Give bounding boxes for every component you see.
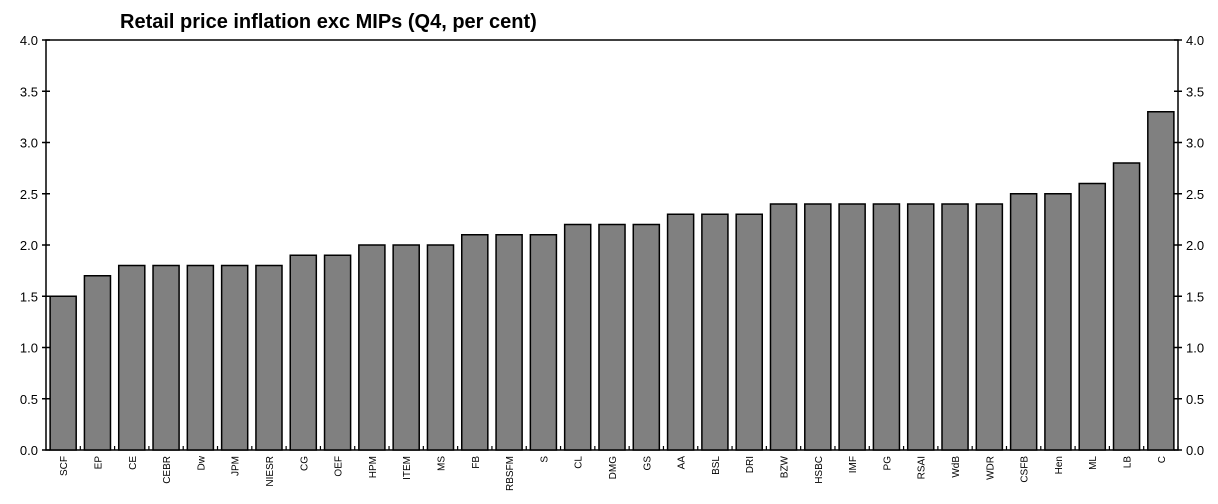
bar	[1044, 193, 1072, 451]
y-tick-label-right: 2.0	[1186, 238, 1204, 253]
x-tick-label: C	[1157, 456, 1168, 463]
y-tick-label-left: 1.0	[20, 341, 38, 356]
y-tick-label-right: 3.0	[1186, 136, 1204, 151]
x-tick-label: HPM	[368, 456, 379, 478]
bar	[220, 264, 249, 451]
x-tick-label: WdB	[951, 456, 962, 478]
bar-series	[49, 111, 1175, 451]
bar	[598, 223, 626, 451]
y-tick-label-left: 2.0	[20, 238, 38, 253]
chart-title: Retail price inflation exc MIPs (Q4, per…	[120, 11, 537, 33]
y-tick-label-left: 4.0	[20, 33, 38, 48]
x-tick-label: RSAI	[917, 456, 928, 479]
y-tick-label-right: 1.5	[1186, 289, 1204, 304]
bar	[49, 295, 77, 451]
bar	[632, 223, 661, 451]
x-tick-label: NIESR	[265, 456, 276, 487]
x-tick-label: CSFB	[1020, 456, 1031, 483]
bar	[392, 244, 420, 451]
x-tick-label: HSBC	[814, 456, 825, 484]
y-tick-label-right: 3.5	[1186, 84, 1204, 99]
x-axis-labels: SCF EP CE CEBR Dw JPM NIESR CG OEF HPM ITEM MS FB RBS…	[59, 446, 1179, 491]
bar	[735, 213, 763, 451]
bar	[906, 203, 935, 451]
bar	[495, 234, 523, 451]
bar	[563, 223, 592, 451]
y-tick-label-right: 1.0	[1186, 341, 1204, 356]
bar	[117, 264, 146, 451]
bar	[83, 275, 112, 451]
x-tick-label: SCF	[59, 456, 70, 476]
y-tick-label-right: 0.0	[1186, 443, 1204, 458]
bar	[1147, 111, 1175, 451]
bar	[872, 203, 901, 451]
x-tick-label: CE	[128, 456, 139, 470]
bar	[323, 254, 352, 451]
x-tick-label: PG	[882, 456, 893, 471]
bar	[1009, 193, 1038, 451]
bar	[804, 203, 832, 451]
bar	[358, 244, 386, 451]
x-tick-label: CG	[299, 456, 310, 471]
x-tick-label: FB	[471, 456, 482, 469]
y-tick-label-left: 1.5	[20, 289, 38, 304]
y-tick-label-right: 2.5	[1186, 187, 1204, 202]
y-tick-label-left: 2.5	[20, 187, 38, 202]
y-tick-label-left: 0.5	[20, 392, 38, 407]
x-tick-label: OEF	[334, 456, 345, 477]
x-tick-label: AA	[677, 456, 688, 470]
x-tick-label: IMF	[848, 456, 859, 473]
bar	[1112, 162, 1141, 451]
y-tick-label-right: 4.0	[1186, 33, 1204, 48]
x-tick-label: LB	[1123, 456, 1134, 469]
x-tick-label: GS	[642, 456, 653, 471]
x-tick-label: DRI	[745, 456, 756, 473]
y-tick-label-left: 3.0	[20, 136, 38, 151]
bar	[152, 264, 180, 451]
x-tick-label: MS	[436, 456, 447, 471]
x-tick-label: ML	[1088, 456, 1099, 470]
x-tick-label: BZW	[780, 455, 791, 478]
bar	[255, 264, 283, 451]
bar	[701, 213, 729, 451]
x-tick-label: Dw	[196, 455, 207, 470]
x-tick-label: Hen	[1054, 456, 1065, 474]
bar	[769, 203, 798, 451]
bar	[289, 254, 318, 451]
x-tick-label: RBSFM	[505, 456, 516, 491]
right-y-axis: 0.0 0.5 1.0 1.5 2.0 2.5 3.0 3.5 4.0	[1174, 33, 1204, 458]
x-tick-label: JPM	[231, 456, 242, 476]
bar	[186, 264, 215, 451]
bar	[529, 234, 558, 451]
bar	[941, 203, 969, 451]
bar	[426, 244, 455, 451]
bar	[1078, 182, 1107, 451]
x-tick-label: BSL	[711, 456, 722, 475]
left-y-axis: 0.0 0.5 1.0 1.5 2.0 2.5 3.0 3.5 4.0	[20, 33, 50, 458]
bar	[461, 234, 489, 451]
x-tick-label: WDR	[985, 456, 996, 480]
x-tick-label: CEBR	[162, 456, 173, 484]
bar	[666, 213, 695, 451]
x-tick-label: DMG	[608, 456, 619, 480]
x-tick-label: S	[539, 456, 550, 463]
x-tick-label: ITEM	[402, 456, 413, 480]
y-tick-label-right: 0.5	[1186, 392, 1204, 407]
x-tick-label: EP	[93, 456, 104, 470]
bar	[975, 203, 1004, 451]
y-tick-label-left: 3.5	[20, 84, 38, 99]
bar	[838, 203, 866, 451]
y-tick-label-left: 0.0	[20, 443, 38, 458]
x-tick-label: CL	[574, 456, 585, 469]
